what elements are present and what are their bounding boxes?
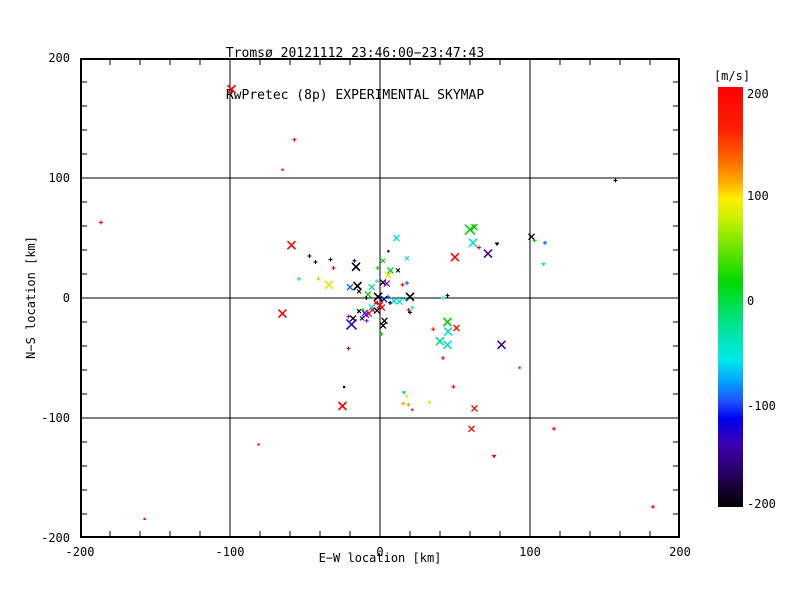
data-point — [442, 340, 453, 350]
colorbar-tick-label: 200 — [747, 87, 769, 101]
data-point — [396, 298, 403, 306]
data-point — [381, 317, 388, 325]
chart-title-line2: RwPretec (8p) EXPERIMENTAL SKYMAP — [225, 88, 485, 103]
data-point — [378, 304, 386, 312]
y-axis-ticks: -200 -100 0 100 200 — [0, 51, 76, 545]
colorbar-tick-label: -200 — [747, 497, 776, 511]
data-point — [368, 283, 376, 291]
colorbar-tick-label: 0 — [747, 294, 755, 308]
data-point — [471, 223, 478, 231]
data-point — [401, 391, 407, 395]
colorbar — [718, 87, 743, 507]
data-point — [383, 280, 391, 288]
chart-title: Tromsø 20121112 23:46:00−23:47:43 RwPret… — [55, 19, 655, 131]
data-point — [494, 242, 500, 246]
data-point — [483, 249, 493, 259]
y-tick-label: 100 — [48, 171, 70, 185]
data-point — [443, 327, 453, 337]
data-point — [393, 234, 400, 242]
data-point — [359, 316, 365, 321]
data-point — [143, 517, 146, 520]
data-point — [491, 454, 497, 459]
data-point — [343, 385, 346, 388]
data-point — [541, 262, 546, 267]
x-axis-label: E−W location [km] — [318, 551, 442, 565]
data-point — [277, 309, 288, 319]
data-point — [356, 289, 362, 294]
data-point — [411, 408, 414, 411]
data-point — [380, 295, 388, 303]
data-point — [337, 401, 348, 411]
x-tick-label: 0 — [376, 545, 384, 559]
colorbar-ticks: 200 100 0 -100 -200 — [747, 87, 797, 511]
data-point — [281, 168, 284, 171]
data-point — [324, 280, 334, 290]
data-point — [453, 324, 460, 332]
data-point — [379, 278, 387, 286]
data-point — [373, 307, 381, 315]
data-point — [450, 252, 460, 262]
data-point — [373, 300, 379, 306]
x-tick-label: 200 — [669, 545, 691, 559]
y-tick-label: -200 — [41, 531, 70, 545]
x-axis-ticks: -200 -100 0 100 200 — [66, 545, 691, 559]
y-tick-label: 200 — [48, 51, 70, 65]
x-tick-label: 100 — [519, 545, 541, 559]
data-point — [387, 250, 390, 253]
data-point — [356, 308, 362, 314]
data-point — [468, 238, 478, 248]
x-tick-label: -100 — [215, 545, 245, 559]
data-point — [352, 281, 363, 291]
data-point — [226, 84, 237, 94]
data-point — [435, 336, 445, 346]
data-point — [257, 443, 260, 446]
data-point — [384, 271, 392, 279]
data-point — [349, 314, 357, 322]
colorbar-tick-label: -100 — [747, 399, 776, 413]
plot-area — [80, 58, 680, 538]
data-point — [373, 292, 383, 302]
data-point — [496, 340, 507, 350]
y-tick-label: 0 — [62, 291, 70, 305]
data-point — [346, 283, 354, 291]
data-point — [404, 256, 410, 261]
data-point — [286, 240, 297, 250]
data-point — [368, 304, 376, 312]
y-tick-label: -100 — [41, 411, 70, 425]
data-point — [468, 425, 475, 433]
data-point — [464, 224, 476, 236]
data-point — [380, 258, 386, 264]
colorbar-tick-label: 100 — [747, 189, 769, 203]
data-point — [471, 404, 478, 412]
data-point — [351, 262, 361, 272]
plot-frame — [80, 58, 680, 538]
data-point — [379, 322, 387, 330]
data-point — [518, 366, 521, 369]
x-tick-label: -200 — [65, 545, 95, 559]
data-point — [528, 233, 535, 241]
chart-title-line1: Tromsø 20121112 23:46:00−23:47:43 — [225, 46, 485, 61]
data-point — [395, 268, 401, 273]
data-point — [387, 266, 394, 274]
colorbar-label: [m/s] — [713, 69, 751, 83]
y-axis-label: N−S location [km] — [24, 236, 38, 359]
data-point — [345, 318, 358, 330]
data-point — [442, 317, 453, 327]
